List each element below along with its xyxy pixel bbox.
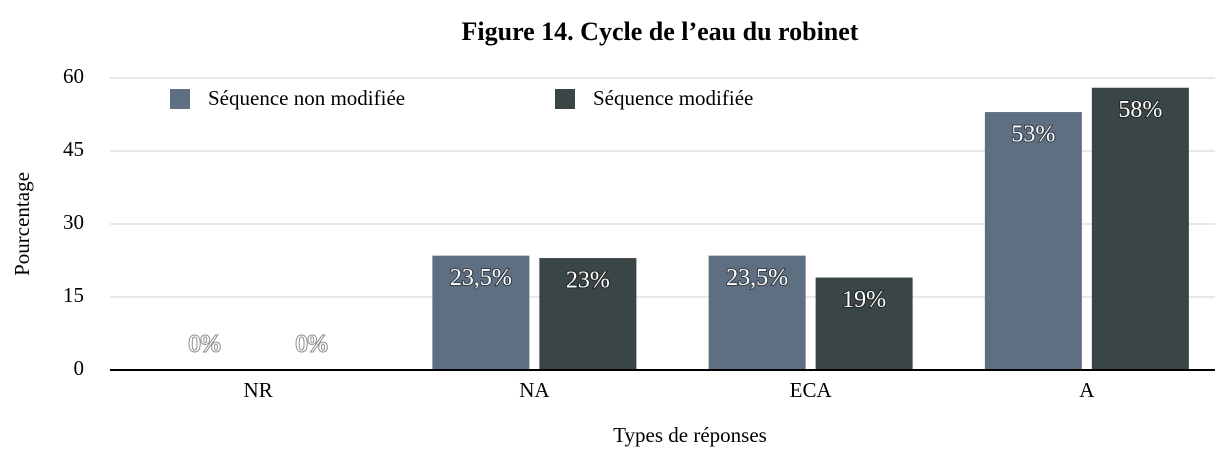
- y-tick-label: 60: [63, 64, 84, 88]
- bar: [815, 277, 913, 370]
- bar: [432, 255, 530, 370]
- legend-swatch: [170, 89, 190, 109]
- y-tick-label: 0: [74, 356, 85, 380]
- y-tick-label: 45: [63, 137, 84, 161]
- value-label: 19%: [842, 287, 886, 313]
- value-label: 0%: [189, 332, 221, 358]
- y-tick-label: 15: [63, 283, 84, 307]
- value-label: 0%: [296, 332, 328, 358]
- y-tick-label: 30: [63, 210, 84, 234]
- legend-swatch: [555, 89, 575, 109]
- x-tick-label: NR: [244, 378, 273, 402]
- value-label: 23,5%: [726, 265, 788, 291]
- x-tick-label: ECA: [790, 378, 833, 402]
- bar: [984, 112, 1082, 371]
- bar: [1091, 87, 1189, 370]
- x-tick-label: NA: [519, 378, 550, 402]
- chart-title: Figure 14. Cycle de l’eau du robinet: [462, 17, 859, 46]
- bar: [708, 255, 806, 370]
- value-label: 58%: [1118, 97, 1162, 123]
- legend-label: Séquence modifiée: [593, 86, 753, 110]
- value-label: 23,5%: [450, 265, 512, 291]
- value-label: 23%: [566, 268, 610, 294]
- x-axis-label: Types de réponses: [613, 423, 767, 447]
- bar: [539, 258, 637, 370]
- y-axis-label: Pourcentage: [10, 172, 34, 276]
- x-tick-label: A: [1079, 378, 1095, 402]
- legend-label: Séquence non modifiée: [208, 86, 405, 110]
- value-label: 53%: [1011, 122, 1055, 148]
